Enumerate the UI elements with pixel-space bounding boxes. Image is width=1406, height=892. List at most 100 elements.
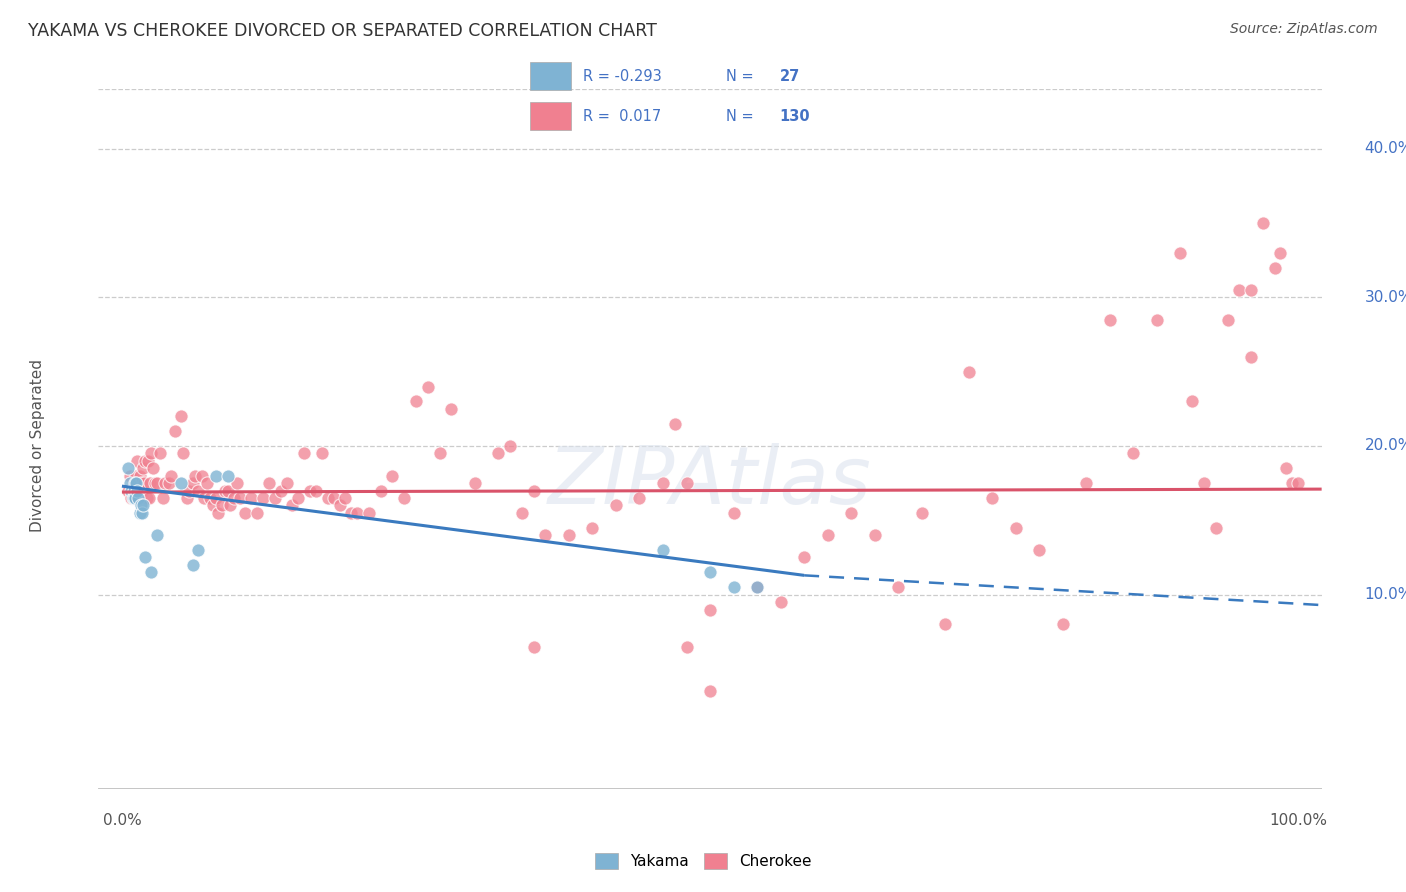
Point [1004,521,1026,535]
Point [1240,350,1263,364]
Point [1028,543,1050,558]
Point [699,684,721,698]
Text: 20.0%: 20.0% [1364,439,1406,453]
Point [170,409,193,424]
Text: ZIPAtlas: ZIPAtlas [548,442,872,521]
Point [143,476,166,491]
Point [335,491,357,505]
Point [141,446,163,460]
Point [887,580,910,594]
Point [299,483,322,498]
Point [263,491,285,505]
Point [235,506,257,520]
Point [122,476,145,491]
Point [163,424,186,438]
Point [675,640,697,654]
Point [981,491,1004,505]
Point [157,476,180,491]
Point [911,506,934,520]
Point [1052,617,1074,632]
Point [228,491,250,505]
Point [957,365,980,379]
FancyBboxPatch shape [530,62,571,90]
Point [652,543,675,558]
Point [205,491,228,505]
Point [769,595,792,609]
Point [745,580,768,594]
Point [138,491,160,505]
Point [122,491,145,505]
Point [440,401,463,416]
Text: 27: 27 [779,69,800,84]
Point [214,483,236,498]
Point [863,528,886,542]
Point [146,476,169,491]
Point [464,476,486,491]
Point [246,506,269,520]
Point [1240,283,1263,297]
Point [534,528,557,542]
Point [1181,394,1204,409]
Point [257,476,280,491]
Text: R = -0.293: R = -0.293 [583,69,662,84]
Text: Divorced or Separated: Divorced or Separated [30,359,45,533]
Point [141,461,163,475]
Point [134,550,156,565]
Point [181,558,204,572]
Point [139,476,162,491]
Point [276,476,298,491]
Point [141,566,163,580]
Point [128,506,150,520]
Point [134,476,156,491]
Point [124,491,146,505]
Point [131,506,153,520]
Point [270,483,292,498]
Point [211,499,233,513]
Point [357,506,380,520]
Point [305,483,328,498]
Point [205,468,228,483]
Point [120,476,142,491]
Point [172,446,194,460]
Point [177,483,200,498]
Point [628,491,651,505]
Text: Source: ZipAtlas.com: Source: ZipAtlas.com [1230,22,1378,37]
Text: 10.0%: 10.0% [1364,587,1406,602]
Point [699,566,721,580]
Point [523,640,546,654]
Point [240,491,263,505]
FancyBboxPatch shape [530,102,571,130]
Point [125,476,148,491]
Point [155,476,177,491]
Point [1281,476,1303,491]
Point [128,468,150,483]
Point [652,476,675,491]
Point [723,506,745,520]
Point [510,506,533,520]
Point [1192,476,1215,491]
Point [201,499,224,513]
Point [152,491,174,505]
Point [605,499,627,513]
Point [322,491,344,505]
Point [287,491,309,505]
Point [132,461,155,475]
Point [1216,312,1239,326]
Point [219,499,242,513]
Point [129,476,152,491]
Point [499,439,522,453]
Text: R =  0.017: R = 0.017 [583,109,662,124]
Point [1146,312,1168,326]
Point [217,483,239,498]
Point [1264,260,1286,275]
Point [793,550,815,565]
Point [127,454,149,468]
Text: 130: 130 [779,109,810,124]
Point [523,483,546,498]
Point [581,521,603,535]
Point [132,499,155,513]
Point [839,506,862,520]
Point [1122,446,1144,460]
Point [381,468,404,483]
Point [184,468,207,483]
